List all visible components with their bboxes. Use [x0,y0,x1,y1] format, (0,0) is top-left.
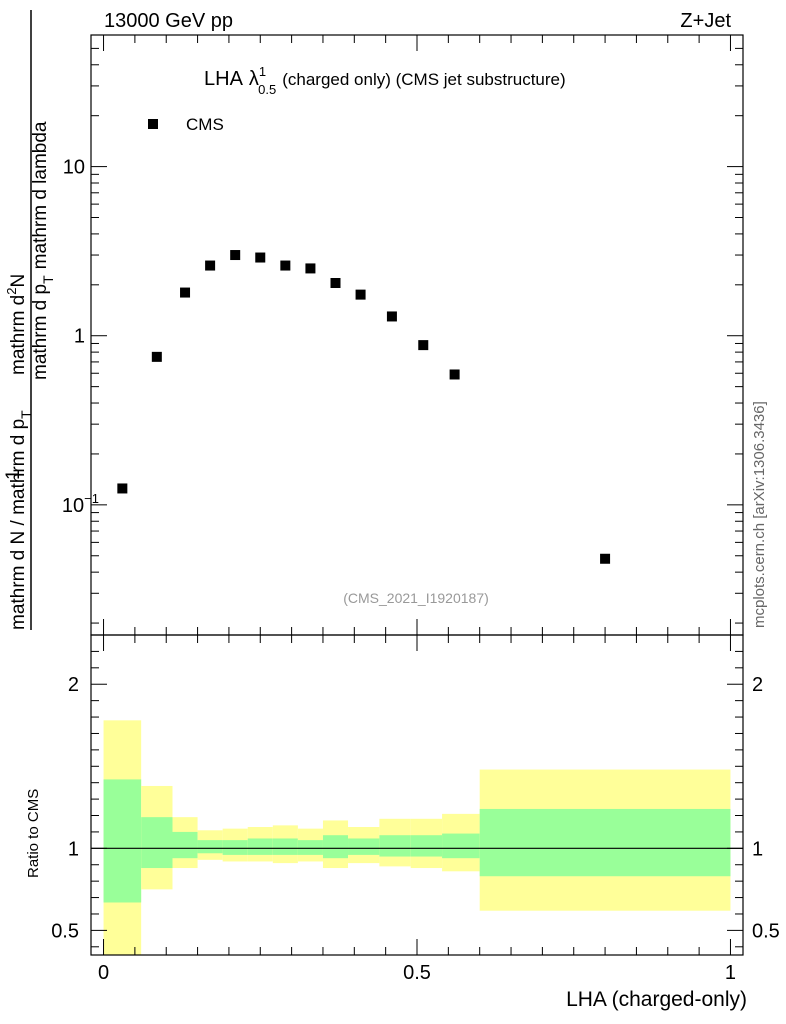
ratio-band-stat [141,817,173,869]
ratio-band-stat [442,833,480,859]
ratio-y-tick-label-left: 1 [68,838,79,860]
data-point-cms [330,278,341,289]
data-point-cms [280,260,291,271]
ratio-y-tick-label-right: 0.5 [752,920,780,942]
data-point-cms [418,340,429,351]
main-ylabel: mathrm d N / mathrm d pT 1 [3,10,34,630]
svg-text:mathrm d2N: mathrm d2N [4,274,29,375]
data-point-cms [230,250,241,261]
ratio-band-stat [103,779,142,903]
analysis-annotation: (CMS_2021_I1920187) [343,590,489,606]
ratio-band-stat [272,838,298,855]
ratio-band-stat [322,835,349,859]
side-label: mcplots.cern.ch [arXiv:1306.3436] [751,401,768,628]
ratio-y-tick-label-right: 1 [752,838,763,860]
ratio-band-stat [379,835,411,857]
ratio-y-tick-label-left: 2 [68,674,79,696]
ratio-band-stat [348,838,380,855]
ratio-band-stat [247,838,273,855]
ratio-band-stat [222,840,248,855]
legend-label-cms: CMS [186,115,224,134]
data-point-cms [355,289,366,300]
data-point-cms [600,553,611,564]
x-tick-label: 0 [98,962,109,984]
data-point-cms [180,287,191,298]
plot-title: LHA λ1 0.5(charged only) (CMS jet substruc… [204,64,566,97]
x-tick-label: 1 [725,962,736,984]
y-tick-label: 10 [63,157,85,179]
svg-text:mathrm d pTmathrm d lambda: mathrm d pTmathrm d lambda [30,121,56,380]
ratio-band-stat [172,831,198,859]
data-point-cms [205,260,216,271]
header-process: Z+Jet [680,10,731,32]
data-point-cms [151,351,162,362]
data-point-cms [255,252,266,263]
legend-marker-cms [148,119,158,129]
ratio-y-tick-label-left: 0.5 [51,920,79,942]
data-point-cms [386,311,397,322]
ratio-band-stat [410,835,443,857]
ratio-ylabel: Ratio to CMS [25,789,42,878]
data-point-cms [305,263,316,274]
ratio-y-tick-label-right: 2 [752,674,763,696]
data-point-cms [117,483,128,494]
x-axis-label: LHA (charged-only) [566,988,747,1011]
ratio-band-stat [297,840,323,855]
y-tick-label: 1 [74,326,85,348]
y-tick-label: 10−1 [62,491,99,517]
svg-text:mathrm d N / mathrm d pT: mathrm d N / mathrm d pT [8,410,34,630]
main-ylabel-right: mathrm d2N mathrm d pTmathrm d lambda [4,121,56,380]
ratio-band-stat [479,808,731,877]
x-tick-label: 0.5 [403,962,431,984]
ratio-band-stat [197,840,223,854]
header-energy: 13000 GeV pp [104,10,233,32]
data-point-cms [449,369,460,380]
svg-text:1: 1 [3,469,24,480]
